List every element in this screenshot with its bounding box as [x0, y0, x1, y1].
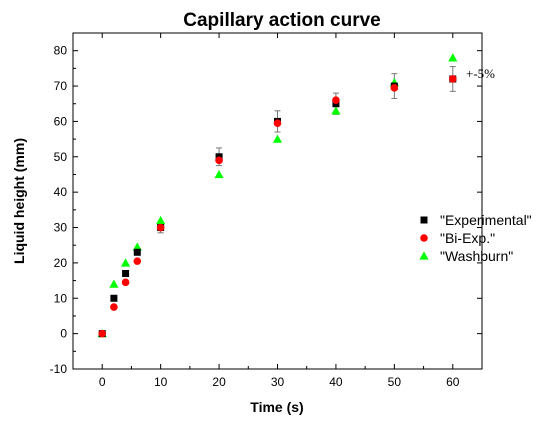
point-circle	[332, 96, 340, 104]
x-tick-label: 60	[446, 375, 460, 389]
point-triangle	[331, 106, 341, 115]
x-tick-label: 30	[271, 375, 285, 389]
y-tick-label: 50	[54, 150, 68, 164]
error-bars	[157, 66, 456, 234]
x-tick-label: 0	[99, 375, 106, 389]
chart-title: Capillary action curve	[183, 10, 380, 31]
y-tick-label: 80	[54, 44, 68, 58]
point-triangle	[132, 242, 142, 251]
legend-marker-circle	[420, 234, 428, 242]
point-triangle	[156, 215, 166, 225]
point-circle	[156, 223, 165, 232]
point-square	[110, 294, 118, 302]
point-circle	[98, 329, 107, 338]
x-axis-ticks: 0 10 20 30 40 50 60	[72, 33, 483, 389]
point-triangle	[214, 169, 224, 179]
legend-label: "Bi-Exp."	[440, 230, 495, 246]
legend: "Experimental" "Bi-Exp." "Washburn"	[419, 212, 532, 264]
y-tick-label: -10	[50, 362, 68, 376]
point-circle	[110, 303, 118, 311]
y-tick-label: 20	[54, 256, 68, 270]
x-tick-label: 50	[388, 375, 402, 389]
point-circle	[121, 278, 130, 287]
y-axis-ticks: -10 0 10 20 30 40 50 60 70 80	[50, 32, 482, 376]
error-annotation: +-5%	[466, 66, 495, 81]
y-tick-label: 30	[54, 221, 68, 235]
y-tick-label: 40	[54, 185, 68, 199]
point-triangle	[109, 279, 119, 288]
x-axis-title: Time (s)	[250, 399, 303, 415]
data-markers	[97, 53, 458, 338]
point-triangle	[448, 53, 458, 62]
plot-frame	[72, 32, 483, 370]
y-tick-label: 70	[54, 79, 68, 93]
point-circle	[215, 156, 223, 165]
point-triangle	[272, 134, 283, 143]
y-tick-label: 10	[54, 291, 68, 305]
point-triangle	[120, 258, 131, 267]
x-tick-label: 40	[329, 375, 343, 389]
x-tick-label: 20	[212, 375, 226, 389]
y-tick-label: 0	[60, 327, 67, 341]
y-axis-title: Liquid height (mm)	[11, 138, 27, 264]
legend-marker-square	[420, 216, 428, 224]
point-square	[122, 270, 130, 278]
legend-label: "Experimental"	[440, 212, 532, 228]
point-circle	[273, 119, 282, 127]
point-circle	[390, 84, 399, 92]
legend-marker-triangle	[419, 251, 429, 260]
x-tick-label: 10	[154, 375, 168, 389]
legend-label: "Washburn"	[440, 248, 513, 264]
point-square	[133, 248, 141, 256]
point-circle	[448, 75, 457, 83]
point-circle	[133, 257, 142, 265]
y-tick-label: 60	[54, 114, 68, 128]
